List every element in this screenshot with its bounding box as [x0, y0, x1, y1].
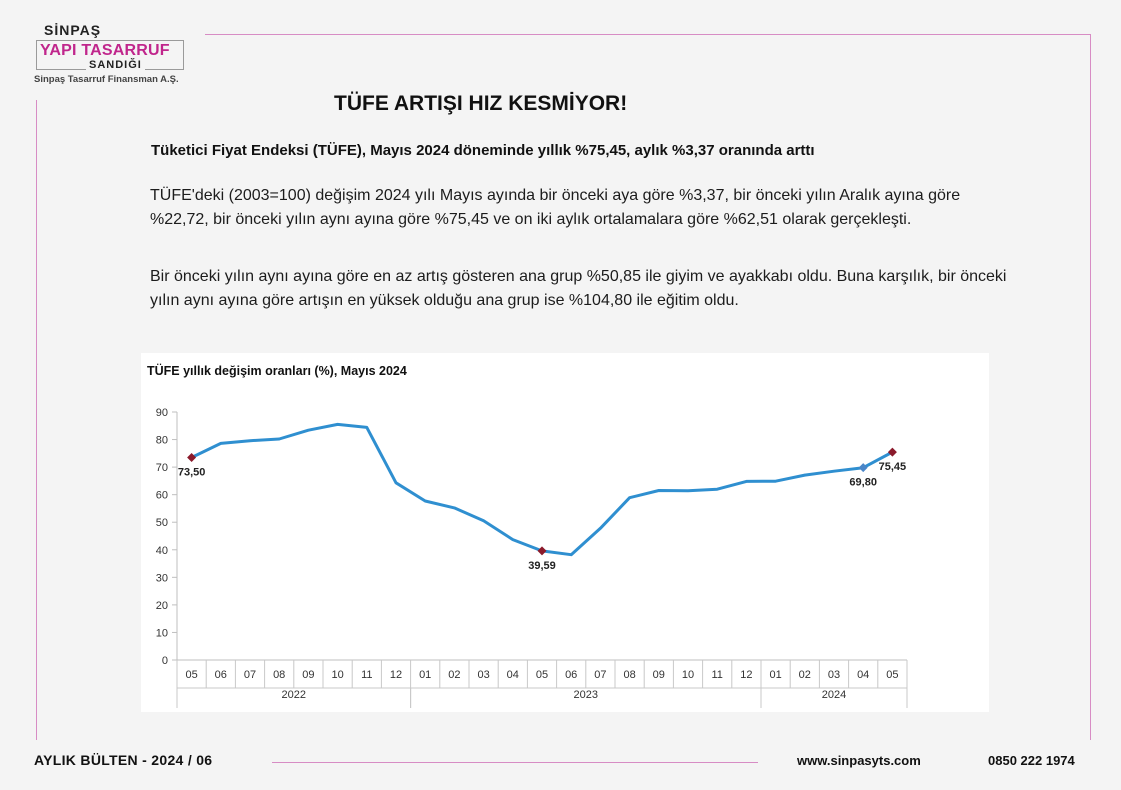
y-tick-label: 70: [156, 462, 168, 474]
x-tick-label: 07: [244, 669, 256, 681]
frame-right-line: [1090, 34, 1091, 740]
x-tick-label: 03: [828, 669, 840, 681]
x-tick-label: 12: [390, 669, 402, 681]
y-tick-label: 20: [156, 600, 168, 612]
data-point: [278, 437, 281, 441]
data-point: [482, 519, 485, 523]
x-tick-label: 10: [331, 669, 343, 681]
x-tick-label: 04: [857, 669, 869, 681]
x-tick-label: 07: [594, 669, 606, 681]
paragraph-1: TÜFE'deki (2003=100) değişim 2024 yılı M…: [150, 187, 961, 228]
data-point: [365, 426, 368, 429]
cpi-chart-svg: TÜFE yıllık değişim oranları (%), Mayıs …: [147, 363, 908, 708]
y-tick-label: 30: [156, 572, 168, 584]
x-tick-label: 01: [769, 669, 781, 681]
cpi-chart: TÜFE yıllık değişim oranları (%), Mayıs …: [141, 353, 989, 712]
x-tick-label: 05: [536, 669, 548, 681]
data-label: 69,80: [849, 477, 877, 489]
data-label: 75,45: [879, 461, 907, 473]
year-label: 2023: [574, 689, 598, 701]
page-subtitle: Tüketici Fiyat Endeksi (TÜFE), Mayıs 202…: [151, 142, 815, 159]
frame-top-line: [205, 34, 1091, 35]
data-label: 73,50: [178, 466, 206, 478]
annotation-marker: [858, 463, 868, 473]
data-point: [628, 496, 631, 499]
y-tick-label: 60: [156, 490, 168, 502]
series-line: [190, 422, 894, 557]
data-point: [599, 527, 602, 530]
data-point: [745, 480, 748, 483]
data-point: [453, 506, 456, 510]
data-point: [424, 499, 427, 503]
logo-line1: SİNPAŞ: [44, 22, 102, 38]
x-tick-label: 08: [273, 669, 285, 681]
x-tick-label: 01: [419, 669, 431, 681]
data-point: [774, 479, 777, 483]
annotation-marker: [537, 546, 547, 556]
data-point: [832, 470, 836, 473]
footer-phone: 0850 222 1974: [988, 753, 1075, 768]
footer-website-link[interactable]: www.sinpasyts.com: [797, 753, 921, 768]
data-point: [570, 553, 573, 556]
x-tick-label: 10: [682, 669, 694, 681]
y-tick-label: 50: [156, 517, 168, 529]
x-tick-label: 06: [215, 669, 227, 681]
data-point: [219, 442, 222, 445]
logo-caption: Sinpaş Tasarruf Finansman A.Ş.: [34, 74, 179, 85]
frame-left-line: [36, 100, 37, 740]
y-tick-label: 10: [156, 627, 168, 639]
annotation-marker: [887, 447, 897, 457]
x-tick-label: 08: [623, 669, 635, 681]
data-point: [394, 481, 398, 485]
y-tick-label: 40: [156, 545, 168, 557]
x-tick-label: 02: [799, 669, 811, 681]
x-tick-label: 02: [448, 669, 460, 681]
data-point: [716, 487, 719, 491]
chart-title: TÜFE yıllık değişim oranları (%), Mayıs …: [147, 363, 407, 378]
footer-bulletin: AYLIK BÜLTEN - 2024 / 06: [34, 752, 213, 768]
x-tick-label: 09: [302, 669, 314, 681]
data-point: [511, 538, 514, 541]
year-label: 2022: [282, 689, 306, 701]
data-label: 39,59: [528, 560, 556, 572]
sinpas-logo: SİNPAŞ YAPI TASARRUF SANDIĞI Sinpaş Tasa…: [34, 22, 194, 92]
x-tick-label: 11: [361, 669, 372, 681]
x-tick-label: 06: [565, 669, 577, 681]
y-tick-label: 80: [156, 435, 168, 447]
y-tick-label: 0: [162, 655, 168, 667]
year-label: 2024: [822, 689, 846, 701]
paragraph-2: Bir önceki yılın aynı ayına göre en az a…: [150, 268, 1007, 309]
y-tick-label: 90: [156, 407, 168, 419]
data-point: [803, 473, 806, 477]
data-point: [336, 423, 339, 426]
data-point: [686, 489, 690, 493]
footer-divider: [272, 762, 758, 763]
x-tick-label: 11: [711, 669, 722, 681]
logo-line3: SANDIĞI: [86, 59, 145, 71]
x-tick-label: 03: [477, 669, 489, 681]
x-tick-label: 05: [185, 669, 197, 681]
x-tick-label: 09: [653, 669, 665, 681]
data-point: [248, 439, 252, 442]
logo-line2: YAPI TASARRUF: [40, 42, 170, 59]
x-tick-label: 12: [740, 669, 752, 681]
data-point: [657, 489, 660, 492]
x-tick-label: 05: [886, 669, 898, 681]
page-title: TÜFE ARTIŞI HIZ KESMİYOR!: [334, 92, 628, 115]
data-point: [307, 428, 310, 432]
x-tick-label: 04: [507, 669, 519, 681]
annotation-marker: [187, 452, 197, 462]
